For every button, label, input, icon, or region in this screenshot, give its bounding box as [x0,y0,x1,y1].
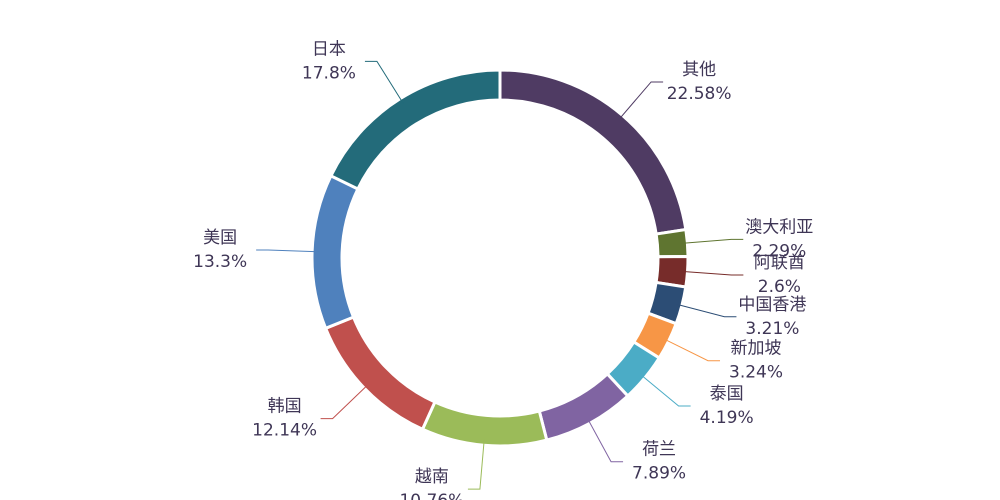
category-label: 韩国 [268,397,302,417]
leader-line [681,238,744,244]
leader-line [467,439,485,490]
value-label: 17.8% [302,63,356,83]
leader-line [256,249,319,253]
category-label: 中国香港 [738,295,806,315]
value-label: 2.29% [752,241,806,261]
leader-line [639,373,691,407]
donut-segment [498,68,688,236]
value-label: 4.19% [700,408,754,428]
donut-segment [328,68,502,191]
donut-segment [537,371,630,442]
category-label: 越南 [415,467,449,487]
leader-line [662,338,721,362]
value-label: 7.89% [632,464,686,484]
value-label: 3.21% [745,319,799,339]
category-label: 澳大利亚 [745,217,813,237]
leader-line [320,383,370,420]
leader-line [675,303,737,318]
donut-segment [310,173,360,331]
leader-line [681,270,744,276]
category-label: 阿联酋 [754,253,805,273]
category-label: 荷兰 [642,440,676,460]
category-label: 日本 [312,39,346,59]
value-label: 12.14% [252,421,317,441]
value-label: 22.58% [667,84,732,104]
category-label: 美国 [203,228,237,248]
value-label: 13.3% [193,252,247,272]
category-label: 新加坡 [731,339,782,359]
value-label: 3.24% [729,363,783,383]
donut-segment [323,315,437,432]
value-label: 10.76% [399,491,464,500]
category-label: 泰国 [710,384,744,404]
leader-line [586,417,624,463]
leader-line [364,60,404,104]
value-label: 2.6% [758,277,801,297]
leader-line [618,81,664,121]
category-label: 其他 [682,60,716,80]
